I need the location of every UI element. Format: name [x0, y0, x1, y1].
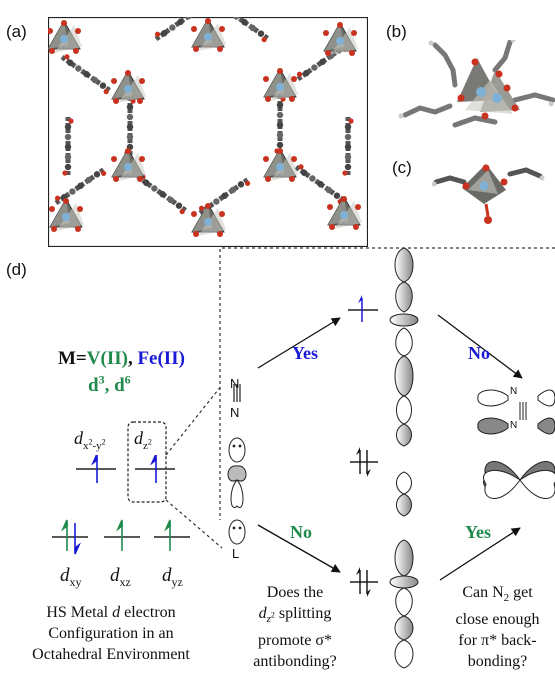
single-node-image	[431, 164, 545, 224]
label-yes-top: Yes	[292, 343, 318, 363]
ligand-n-upper: N	[230, 376, 240, 391]
d6-label: , d6	[104, 373, 131, 397]
orbital-label-dx2y2: dx2-y2	[74, 428, 106, 452]
label-yes-bottom: Yes	[465, 522, 491, 542]
question-backbonding: Can N2 get close enough for π* back- bon…	[455, 584, 540, 671]
node-structure-image	[398, 40, 555, 128]
label-no-top: No	[468, 343, 490, 363]
electron-count: d3, d6	[88, 373, 131, 397]
d-orbital-levels	[52, 455, 190, 555]
caption-line-3: Octahedral Environment	[32, 646, 190, 663]
configuration-caption: HS Metal d electron Configuration in an …	[0, 602, 222, 665]
d3-label: d3	[88, 373, 105, 397]
panel-label-b: (b)	[386, 22, 407, 41]
ligand-l: L	[232, 546, 240, 561]
orbital-label-dz2: dz2	[134, 428, 152, 452]
panel-label-c: (c)	[392, 158, 412, 177]
mof-lattice-image	[48, 17, 368, 247]
orbital-label-dyz: dyz	[162, 565, 183, 589]
n2-label-bottom: N	[510, 420, 518, 431]
caption-line-2: Configuration in an	[48, 625, 174, 642]
question-splitting: Does the dz2 splitting promote σ* antibo…	[253, 584, 337, 671]
caption-line-1: HS Metal d electron	[46, 604, 176, 621]
orbital-label-dxy: dxy	[60, 565, 82, 589]
panel-label-d: (d)	[6, 260, 27, 279]
orbital-label-dxz: dxz	[110, 565, 131, 589]
n2-label-top: N	[510, 386, 518, 397]
label-no-bottom: No	[290, 522, 312, 542]
n2-ligand-diagram	[227, 384, 247, 545]
metal-formula: M=V(II), Fe(II)	[58, 348, 185, 370]
metal-prefix: M=	[58, 348, 87, 369]
panel-label-a: (a)	[6, 22, 27, 41]
metal-vanadium: V(II)	[86, 348, 128, 369]
metal-comma: ,	[127, 348, 138, 369]
metal-iron: Fe(II)	[137, 348, 185, 369]
ligand-n-lower: N	[230, 405, 240, 420]
